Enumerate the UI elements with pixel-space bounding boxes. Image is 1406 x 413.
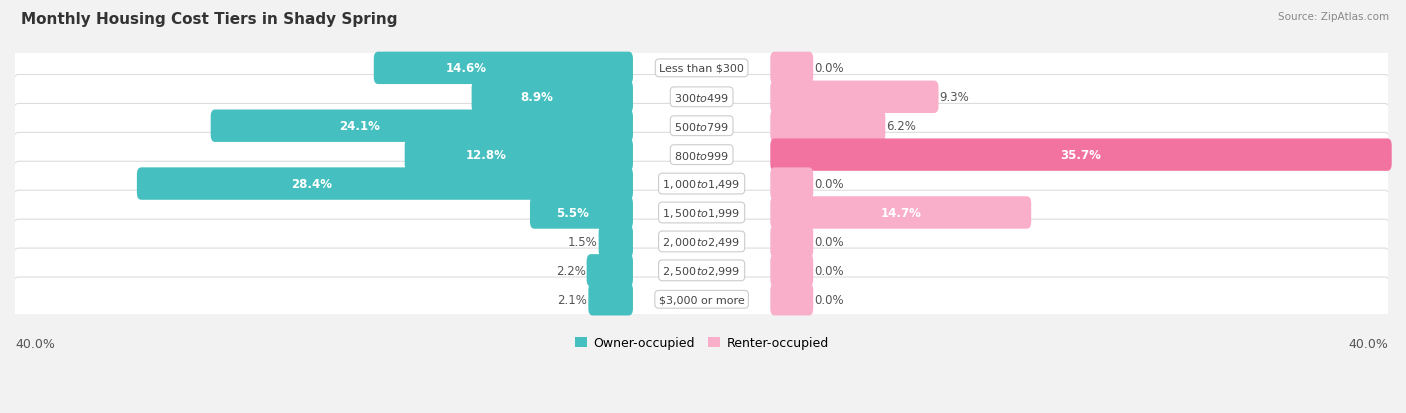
FancyBboxPatch shape [586, 254, 633, 287]
Text: Less than $300: Less than $300 [659, 64, 744, 74]
FancyBboxPatch shape [13, 104, 1391, 147]
FancyBboxPatch shape [13, 222, 1391, 265]
Text: Source: ZipAtlas.com: Source: ZipAtlas.com [1278, 12, 1389, 22]
FancyBboxPatch shape [770, 110, 886, 142]
FancyBboxPatch shape [13, 220, 1391, 262]
Text: Monthly Housing Cost Tiers in Shady Spring: Monthly Housing Cost Tiers in Shady Spri… [21, 12, 398, 27]
FancyBboxPatch shape [770, 254, 813, 287]
FancyBboxPatch shape [471, 81, 633, 114]
FancyBboxPatch shape [13, 133, 1391, 176]
FancyBboxPatch shape [13, 251, 1391, 294]
FancyBboxPatch shape [13, 164, 1391, 207]
Text: 8.9%: 8.9% [520, 91, 554, 104]
FancyBboxPatch shape [770, 139, 1392, 171]
Text: 6.2%: 6.2% [886, 120, 917, 133]
Text: 2.2%: 2.2% [555, 264, 586, 277]
Legend: Owner-occupied, Renter-occupied: Owner-occupied, Renter-occupied [569, 332, 834, 354]
FancyBboxPatch shape [405, 139, 633, 171]
FancyBboxPatch shape [599, 225, 633, 258]
Text: 14.7%: 14.7% [880, 206, 921, 219]
Text: $1,000 to $1,499: $1,000 to $1,499 [662, 178, 741, 191]
FancyBboxPatch shape [13, 280, 1391, 323]
Text: 0.0%: 0.0% [814, 178, 844, 191]
FancyBboxPatch shape [13, 278, 1391, 320]
FancyBboxPatch shape [770, 81, 939, 114]
Text: 9.3%: 9.3% [939, 91, 969, 104]
Text: $3,000 or more: $3,000 or more [659, 294, 745, 304]
FancyBboxPatch shape [13, 75, 1391, 118]
Text: 35.7%: 35.7% [1060, 149, 1101, 162]
FancyBboxPatch shape [13, 191, 1391, 233]
Text: 40.0%: 40.0% [15, 337, 55, 350]
Text: $300 to $499: $300 to $499 [673, 92, 730, 104]
FancyBboxPatch shape [770, 225, 813, 258]
FancyBboxPatch shape [13, 49, 1391, 92]
Text: 40.0%: 40.0% [1348, 337, 1388, 350]
Text: 0.0%: 0.0% [814, 293, 844, 306]
Text: $2,500 to $2,999: $2,500 to $2,999 [662, 264, 741, 277]
Text: 12.8%: 12.8% [465, 149, 506, 162]
Text: 28.4%: 28.4% [291, 178, 332, 191]
FancyBboxPatch shape [530, 197, 633, 229]
FancyBboxPatch shape [13, 78, 1391, 120]
FancyBboxPatch shape [770, 283, 813, 316]
Text: $500 to $799: $500 to $799 [673, 121, 730, 133]
Text: 2.1%: 2.1% [558, 293, 588, 306]
FancyBboxPatch shape [136, 168, 633, 200]
FancyBboxPatch shape [13, 193, 1391, 236]
FancyBboxPatch shape [13, 135, 1391, 178]
FancyBboxPatch shape [13, 46, 1391, 89]
Text: 14.6%: 14.6% [446, 62, 486, 75]
FancyBboxPatch shape [211, 110, 633, 142]
Text: 0.0%: 0.0% [814, 264, 844, 277]
FancyBboxPatch shape [770, 52, 813, 85]
FancyBboxPatch shape [588, 283, 633, 316]
Text: $2,000 to $2,499: $2,000 to $2,499 [662, 235, 741, 248]
FancyBboxPatch shape [13, 107, 1391, 149]
FancyBboxPatch shape [770, 168, 813, 200]
Text: $1,500 to $1,999: $1,500 to $1,999 [662, 206, 741, 219]
FancyBboxPatch shape [13, 249, 1391, 291]
Text: 24.1%: 24.1% [339, 120, 380, 133]
Text: $800 to $999: $800 to $999 [673, 149, 730, 161]
FancyBboxPatch shape [374, 52, 633, 85]
Text: 1.5%: 1.5% [568, 235, 598, 248]
FancyBboxPatch shape [770, 197, 1031, 229]
Text: 5.5%: 5.5% [555, 206, 589, 219]
Text: 0.0%: 0.0% [814, 235, 844, 248]
Text: 0.0%: 0.0% [814, 62, 844, 75]
FancyBboxPatch shape [13, 162, 1391, 204]
